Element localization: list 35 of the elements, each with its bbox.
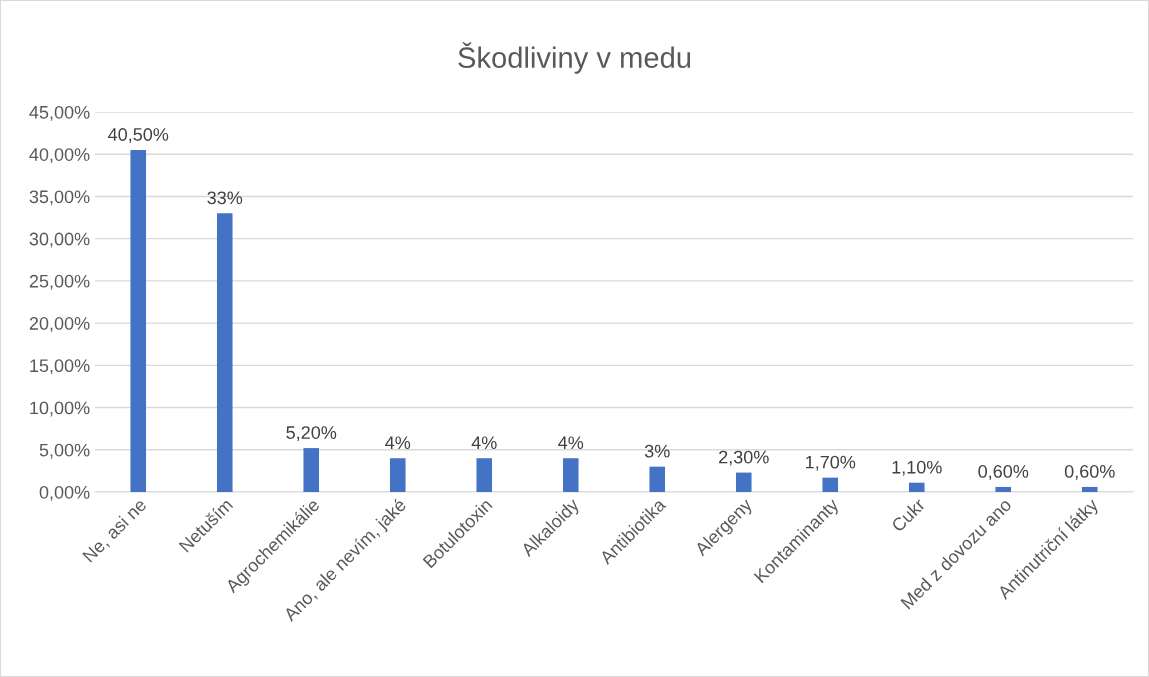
y-tick-label: 10,00% — [30, 401, 90, 417]
data-label: 5,20% — [286, 426, 337, 442]
bar — [995, 486, 1012, 492]
y-tick-label: 30,00% — [29, 232, 90, 248]
bar — [130, 150, 147, 492]
data-label: 4% — [558, 436, 584, 450]
bar — [476, 458, 493, 492]
data-label: 2,30% — [719, 450, 769, 466]
data-label: 0,60% — [1064, 465, 1115, 480]
y-tick-label: 35,00% — [29, 190, 90, 206]
chart-title: Škodliviny v medu — [458, 42, 691, 74]
data-label: 1,70% — [806, 455, 856, 471]
y-tick-label: 45,00% — [29, 105, 90, 121]
y-tick-label: 15,00% — [30, 359, 90, 375]
y-tick-label: 25,00% — [29, 274, 90, 290]
data-label: 3% — [644, 444, 670, 458]
y-tick-label: 5,00% — [39, 443, 90, 459]
data-label: 40,50% — [108, 128, 169, 144]
bar — [822, 477, 839, 492]
bar — [649, 466, 666, 492]
bar — [562, 458, 579, 492]
bar — [735, 472, 752, 492]
data-label: 33% — [207, 191, 243, 205]
data-label: 0,60% — [978, 465, 1029, 480]
bar — [908, 482, 925, 492]
bar — [1081, 486, 1098, 492]
bar — [303, 448, 320, 492]
y-tick-label: 40,00% — [29, 148, 90, 164]
data-label: 4% — [471, 436, 497, 450]
bar — [389, 458, 406, 492]
y-tick-label: 20,00% — [29, 317, 90, 332]
data-label: 4% — [385, 436, 411, 450]
bar — [216, 213, 233, 492]
data-label: 1,10% — [892, 460, 942, 476]
y-tick-label: 0,00% — [39, 485, 90, 501]
